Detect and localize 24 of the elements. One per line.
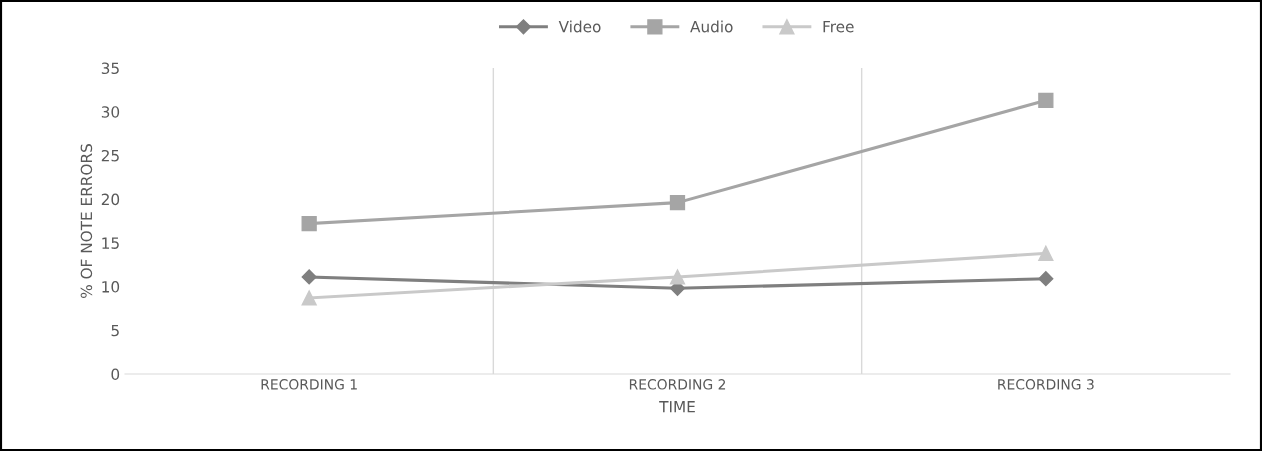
y-tick-label: 30 <box>101 106 120 118</box>
point <box>669 269 686 285</box>
point <box>1038 92 1054 108</box>
y-tick-label: 25 <box>101 149 119 162</box>
point <box>301 269 317 285</box>
legend-label: Free <box>823 21 854 33</box>
y-tick-label: 20 <box>101 193 120 206</box>
point <box>1038 245 1054 261</box>
y-tick-label: 5 <box>111 324 119 337</box>
y-axis-title: % OF NOTE ERRORS <box>80 144 93 298</box>
y-tick-label: 15 <box>102 237 119 249</box>
x-tick-label: RECORDING 3 <box>998 379 1094 390</box>
y-tick-label: 0 <box>111 368 120 381</box>
x-tick-label: RECORDING 2 <box>629 379 726 390</box>
x-tick-label: RECORDING 1 <box>261 379 357 390</box>
x-axis-title: TIME <box>659 401 695 413</box>
legend-label: Video <box>558 20 601 33</box>
y-tick-label: 35 <box>101 62 119 75</box>
point <box>301 290 317 306</box>
point <box>301 215 317 232</box>
point <box>669 195 686 211</box>
legend-label: Audio <box>690 20 733 33</box>
y-tick-label: 10 <box>102 281 120 293</box>
point <box>1038 271 1054 287</box>
